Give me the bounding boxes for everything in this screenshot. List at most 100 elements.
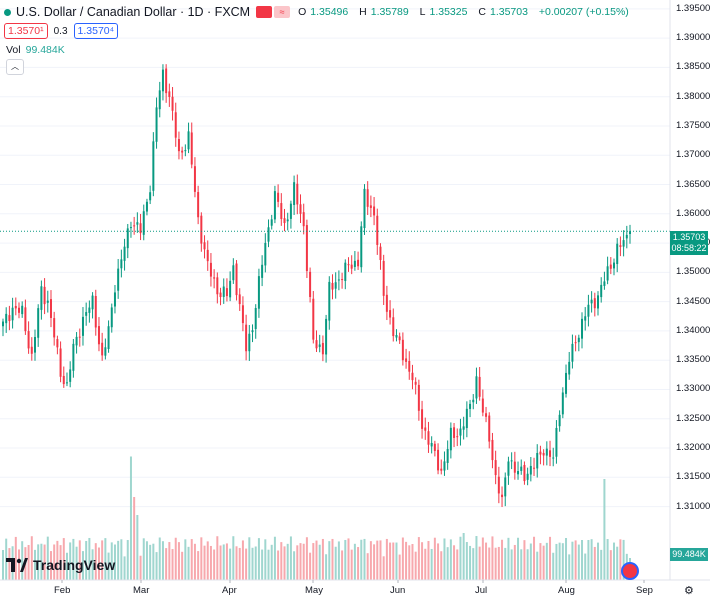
volume-bar: [315, 540, 318, 580]
volume-bar: [126, 540, 129, 580]
close-label: C: [478, 6, 486, 18]
volume-bar: [40, 543, 43, 580]
time-tick-label: Feb: [54, 585, 71, 596]
volume-bar: [593, 546, 596, 580]
volume-bar: [616, 546, 619, 580]
candle-body: [341, 279, 344, 281]
volume-bar: [206, 541, 209, 580]
candle: [190, 122, 193, 169]
buy-button[interactable]: 1.3570⁴: [73, 23, 119, 39]
candle: [142, 204, 145, 241]
candle-body: [472, 399, 475, 403]
candle-body: [520, 466, 523, 471]
candle-body: [504, 477, 507, 497]
candle-body: [433, 443, 436, 451]
volume-bar: [104, 538, 107, 580]
candle: [286, 212, 289, 231]
candle: [616, 238, 619, 273]
volume-bar: [430, 548, 433, 580]
volume-bar: [529, 543, 532, 580]
volume-bar: [382, 556, 385, 580]
candle-body: [437, 449, 440, 471]
volume-bar: [462, 533, 465, 580]
volume-bar: [395, 542, 398, 580]
volume-bar: [110, 542, 113, 580]
tradingview-logo-icon: [6, 558, 28, 572]
candle: [318, 334, 321, 353]
candle: [510, 452, 513, 470]
candle: [133, 216, 136, 235]
candle: [424, 417, 427, 440]
volume-bar: [145, 541, 148, 580]
volume-bar: [446, 547, 449, 580]
candle: [88, 300, 91, 323]
candle: [296, 174, 299, 215]
candle-body: [299, 204, 302, 214]
candle: [382, 254, 385, 306]
gear-icon[interactable]: ⚙: [684, 585, 694, 597]
volume-bar: [296, 545, 299, 580]
volume-bar: [334, 546, 337, 580]
collapse-legend-button[interactable]: ︿: [6, 59, 24, 75]
candle-body: [526, 473, 529, 480]
volume-bar: [133, 497, 136, 580]
candle: [30, 337, 33, 361]
candle: [427, 421, 430, 453]
volume-bar: [437, 543, 440, 580]
candle-body: [30, 346, 33, 354]
candle-body: [369, 205, 372, 208]
candle: [197, 185, 200, 225]
volume-bar: [270, 544, 273, 580]
volume-bar: [43, 544, 46, 580]
volume-bar: [184, 539, 187, 580]
candle-body: [577, 337, 580, 343]
candle-body: [440, 468, 443, 471]
candle-body: [293, 182, 296, 205]
candle: [72, 338, 75, 378]
candle-body: [469, 403, 472, 409]
volume-bar: [485, 542, 488, 580]
tradingview-logo[interactable]: TradingView: [6, 557, 115, 573]
candle: [222, 278, 225, 304]
volume-bar: [491, 536, 494, 580]
candle-body: [363, 188, 366, 229]
volume-bar: [75, 546, 78, 580]
candle-body: [424, 427, 427, 431]
candle: [363, 184, 366, 235]
volume-bar: [273, 536, 276, 580]
price-tick-label: 1.34000: [676, 324, 710, 336]
candle-body: [545, 448, 548, 456]
volume-bar: [369, 541, 372, 580]
candle-body: [344, 262, 347, 281]
volume-bar: [318, 544, 321, 580]
currency-flag-icon[interactable]: [621, 562, 639, 580]
time-tick-label: Jul: [475, 585, 488, 596]
volume-bar: [587, 540, 590, 580]
price-tick-label: 1.31000: [676, 500, 710, 512]
volume-legend[interactable]: Vol 99.484K: [6, 44, 65, 56]
candle-body: [315, 340, 318, 349]
volume-bar: [254, 546, 257, 580]
candle-body: [75, 336, 78, 346]
sell-button[interactable]: 1.3570¹: [4, 23, 48, 39]
candle: [494, 450, 497, 485]
price-tick-label: 1.39500: [676, 2, 710, 14]
candle-body: [405, 358, 408, 362]
symbol-title[interactable]: U.S. Dollar / Canadian Dollar · 1D · FXC…: [16, 5, 251, 19]
candle-body: [177, 139, 180, 152]
candle: [21, 301, 24, 318]
candle-body: [245, 324, 248, 352]
candle: [2, 318, 4, 337]
candle: [625, 225, 628, 249]
quote-row: 1.3570¹ 0.3 1.3570⁴: [4, 23, 119, 39]
volume-bar: [401, 537, 404, 580]
candle-body: [395, 335, 398, 338]
volume-axis-tag: 99.484K: [670, 548, 708, 561]
candle: [369, 195, 372, 218]
candle: [360, 221, 363, 273]
candle-body: [379, 246, 382, 261]
candle-body: [475, 376, 478, 399]
candle: [123, 238, 126, 271]
volume-bar: [59, 545, 62, 580]
